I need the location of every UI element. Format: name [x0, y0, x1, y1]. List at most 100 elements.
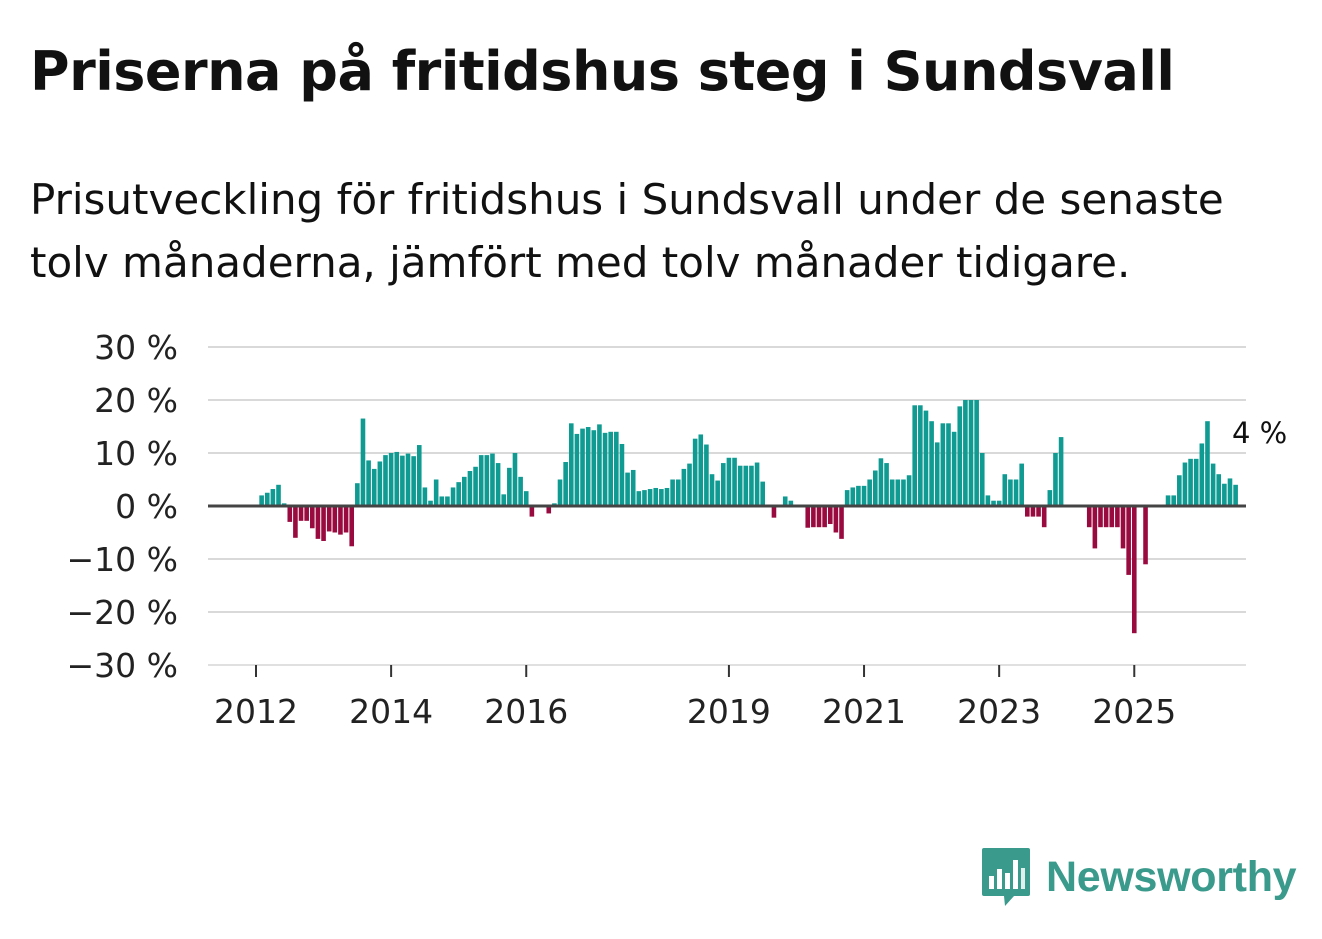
- bar: [946, 423, 951, 506]
- bar: [1233, 484, 1238, 506]
- bar: [602, 432, 608, 506]
- bar: [546, 506, 552, 514]
- y-tick-label: −30 %: [67, 646, 179, 685]
- bar: [906, 475, 912, 506]
- bar: [321, 506, 326, 541]
- bar: [1019, 463, 1024, 506]
- bar: [1002, 474, 1008, 506]
- bar: [394, 451, 400, 506]
- x-tick-label: 2016: [484, 692, 568, 731]
- bar: [923, 410, 929, 506]
- bar: [1199, 443, 1205, 506]
- bar: [490, 453, 495, 506]
- bar: [355, 483, 360, 506]
- y-tick-label: −10 %: [67, 540, 179, 579]
- bar: [523, 491, 529, 506]
- bar: [1177, 475, 1182, 506]
- bar: [1227, 478, 1233, 506]
- bar: [259, 495, 264, 506]
- bar: [867, 479, 872, 506]
- bar: [636, 491, 642, 506]
- bar: [400, 455, 405, 506]
- bar: [901, 479, 906, 506]
- bar: [642, 490, 647, 506]
- bar: [512, 453, 518, 506]
- bar: [850, 487, 856, 506]
- bar: [1086, 506, 1092, 528]
- bar: [456, 482, 461, 506]
- brand-logo: Newsworthy: [980, 846, 1297, 908]
- bar: [270, 489, 276, 506]
- bar: [1030, 506, 1036, 517]
- bar: [844, 490, 850, 506]
- bar: [985, 495, 991, 506]
- y-tick-label: 30 %: [94, 328, 178, 367]
- bar: [653, 487, 659, 506]
- y-tick-label: 10 %: [94, 434, 178, 473]
- bar: [878, 458, 884, 506]
- bar: [996, 500, 1002, 506]
- bar: [568, 423, 574, 506]
- bar: [338, 506, 343, 535]
- bar: [963, 400, 968, 506]
- bar: [749, 465, 754, 506]
- bar: [873, 470, 878, 506]
- bars: [259, 400, 1238, 634]
- bar: [670, 479, 675, 506]
- bar: [563, 462, 568, 506]
- newsworthy-logo-icon: [982, 848, 1030, 906]
- x-tick-label: 2021: [822, 692, 906, 731]
- bar: [991, 500, 996, 506]
- bar: [298, 506, 304, 521]
- bar: [1171, 495, 1176, 506]
- bar: [518, 476, 523, 506]
- bar: [371, 468, 377, 506]
- bar: [1205, 421, 1210, 506]
- bar: [304, 506, 309, 521]
- bar: [675, 479, 681, 506]
- bar: [1008, 479, 1013, 506]
- bar: [557, 479, 563, 506]
- bar: [585, 427, 591, 506]
- bar: [1036, 506, 1041, 517]
- bar: [720, 463, 726, 506]
- bar: [326, 506, 332, 532]
- bar: [343, 506, 349, 533]
- bar: [709, 474, 715, 506]
- bar: [951, 431, 957, 506]
- bar: [591, 430, 597, 506]
- bar: [918, 405, 923, 506]
- bar: [597, 424, 602, 506]
- bar: [366, 460, 371, 506]
- bar: [276, 484, 281, 506]
- bar: [659, 489, 664, 506]
- bar: [771, 506, 777, 518]
- bar: [743, 465, 749, 506]
- bar: [332, 506, 338, 533]
- bar: [501, 494, 507, 506]
- bar: [726, 457, 732, 506]
- bar: [1013, 479, 1019, 506]
- bar: [349, 506, 355, 547]
- bar: [574, 433, 580, 506]
- bar: [1188, 458, 1193, 506]
- bar: [1210, 463, 1216, 506]
- bar: [698, 434, 704, 506]
- bar: [1120, 506, 1126, 549]
- bar: [625, 472, 630, 506]
- bar: [529, 506, 535, 517]
- bar: [1222, 483, 1227, 506]
- bar: [929, 421, 934, 506]
- bar: [692, 438, 698, 506]
- bar: [1053, 453, 1058, 506]
- bar: [1098, 506, 1103, 528]
- bar: [1126, 506, 1131, 575]
- bar: [895, 479, 901, 506]
- bar: [478, 455, 484, 506]
- x-tick-label: 2012: [214, 692, 298, 731]
- chart-title: Priserna på fritidshus steg i Sundsvall: [30, 40, 1175, 103]
- x-tick-label: 2025: [1092, 692, 1176, 731]
- bar: [484, 455, 490, 506]
- bar: [856, 485, 861, 506]
- bar: [1092, 506, 1098, 549]
